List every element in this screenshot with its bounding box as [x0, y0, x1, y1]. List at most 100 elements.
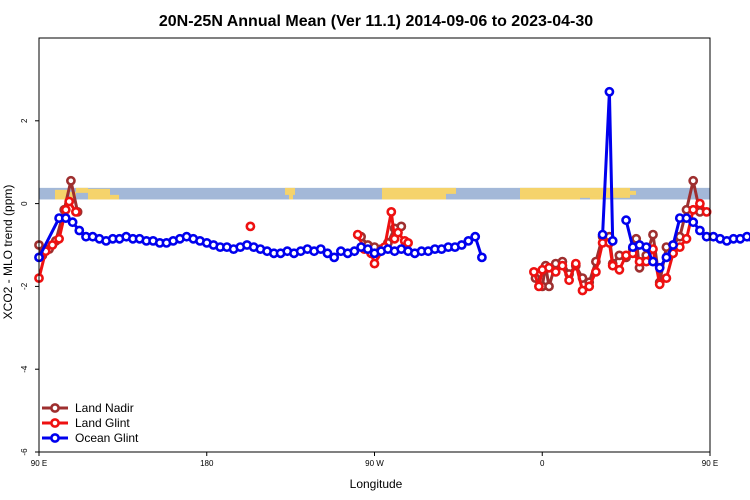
legend-label: Land Nadir — [75, 401, 134, 415]
data-point — [614, 264, 625, 275]
data-point — [322, 248, 333, 259]
land-shape — [446, 187, 456, 194]
legend-item-ocean-glint: Ocean Glint — [42, 431, 139, 445]
x-tick-label: 0 — [540, 459, 545, 468]
y-tick-label: -2 — [20, 282, 29, 290]
data-point — [591, 266, 601, 277]
data-point — [64, 196, 75, 207]
data-point — [60, 204, 71, 215]
data-point — [648, 256, 658, 267]
data-point — [349, 246, 360, 257]
data-point — [534, 281, 544, 292]
y-axis-label: XCO2 - MLO trend (ppm) — [1, 185, 15, 320]
data-point — [577, 285, 588, 296]
y-tick-label: 2 — [20, 118, 29, 123]
data-point — [564, 275, 574, 286]
land-shape — [110, 194, 119, 200]
land-shape — [289, 193, 293, 200]
data-point — [74, 225, 85, 236]
x-tick-label: 90 E — [702, 459, 718, 468]
data-point — [695, 225, 705, 236]
data-point — [352, 229, 363, 240]
x-tick-label: 180 — [200, 459, 214, 468]
map-strip — [39, 187, 710, 200]
data-point — [66, 175, 76, 186]
legend-marker — [50, 403, 60, 413]
data-point — [681, 213, 692, 223]
land-shape — [590, 196, 602, 200]
data-point — [654, 262, 665, 273]
land-shape — [285, 187, 295, 195]
y-tick-label: 0 — [20, 201, 29, 206]
data-point — [584, 281, 595, 292]
data-point — [607, 235, 618, 246]
data-point — [403, 237, 413, 248]
data-point — [661, 273, 672, 283]
data-point — [688, 175, 699, 186]
data-point — [329, 252, 340, 263]
data-point — [71, 206, 81, 217]
chart-title: 20N-25N Annual Mean (Ver 11.1) 2014-09-0… — [159, 13, 593, 30]
data-point — [362, 244, 373, 254]
series-line — [601, 90, 615, 241]
data-point — [476, 252, 487, 263]
series-ocean-glint — [34, 86, 750, 273]
data-point — [544, 281, 554, 292]
data-point — [393, 227, 403, 238]
x-tick-label: 90 W — [365, 459, 384, 468]
data-point — [695, 198, 705, 209]
data-point — [463, 235, 474, 246]
data-point — [456, 240, 467, 250]
data-point — [688, 217, 699, 228]
legend-item-land-nadir: Land Nadir — [42, 401, 134, 415]
data-point — [557, 260, 568, 271]
legend-label: Land Glint — [75, 416, 130, 430]
data-point — [245, 221, 256, 232]
data-point — [67, 217, 78, 228]
data-point — [661, 252, 672, 263]
legend-marker — [50, 433, 60, 443]
data-point — [529, 266, 539, 277]
land-shape — [76, 187, 88, 193]
data-point — [544, 262, 554, 273]
data-point — [607, 260, 618, 271]
data-point — [648, 229, 658, 240]
y-axis: -6 -4 -2 0 2 — [20, 118, 39, 456]
series-layer — [34, 86, 750, 296]
land-shape — [382, 187, 446, 200]
y-tick-label: -6 — [20, 448, 29, 456]
data-point — [641, 242, 652, 252]
data-point — [315, 244, 326, 254]
data-point — [688, 204, 699, 215]
legend-marker — [50, 418, 60, 428]
land-shape — [630, 190, 636, 195]
data-point — [570, 258, 581, 269]
data-point — [604, 86, 615, 97]
data-point — [742, 231, 750, 242]
data-point — [550, 266, 561, 277]
land-shape — [88, 188, 110, 200]
data-point — [386, 206, 397, 217]
x-tick-label: 90 E — [31, 459, 47, 468]
data-point — [47, 240, 58, 250]
data-point — [597, 229, 608, 240]
data-point — [369, 258, 380, 269]
legend-label: Ocean Glint — [75, 431, 139, 445]
series-land-glint — [34, 196, 712, 296]
x-axis: 90 E 180 90 W 0 90 E — [31, 452, 718, 468]
land-shape — [55, 189, 69, 200]
data-point — [681, 233, 692, 244]
map-strip-ocean — [39, 187, 710, 200]
data-point — [621, 215, 631, 226]
data-point — [470, 231, 481, 242]
land-shape — [520, 187, 580, 200]
data-point — [668, 240, 678, 250]
data-point — [60, 213, 71, 223]
data-point — [54, 233, 64, 244]
legend-item-land-glint: Land Glint — [42, 416, 130, 430]
y-tick-label: -4 — [20, 365, 29, 373]
data-point — [701, 206, 712, 217]
data-point — [654, 279, 665, 290]
